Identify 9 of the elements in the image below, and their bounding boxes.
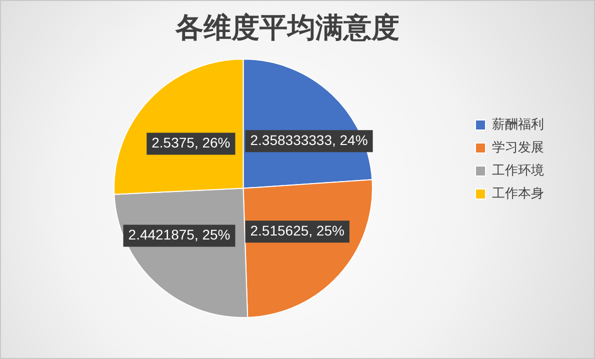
legend-label: 工作本身 (492, 186, 544, 202)
legend-label: 学习发展 (492, 140, 544, 156)
legend-label: 薪酬福利 (492, 117, 544, 132)
chart-title: 各维度平均满意度 (174, 11, 400, 44)
data-label: 2.515625, 25% (250, 222, 344, 238)
data-label: 2.4421875, 25% (128, 226, 230, 243)
data-label: 2.358333333, 24% (250, 132, 368, 148)
legend-label: 工作环境 (492, 162, 544, 178)
data-label: 2.5375, 26% (152, 134, 230, 151)
